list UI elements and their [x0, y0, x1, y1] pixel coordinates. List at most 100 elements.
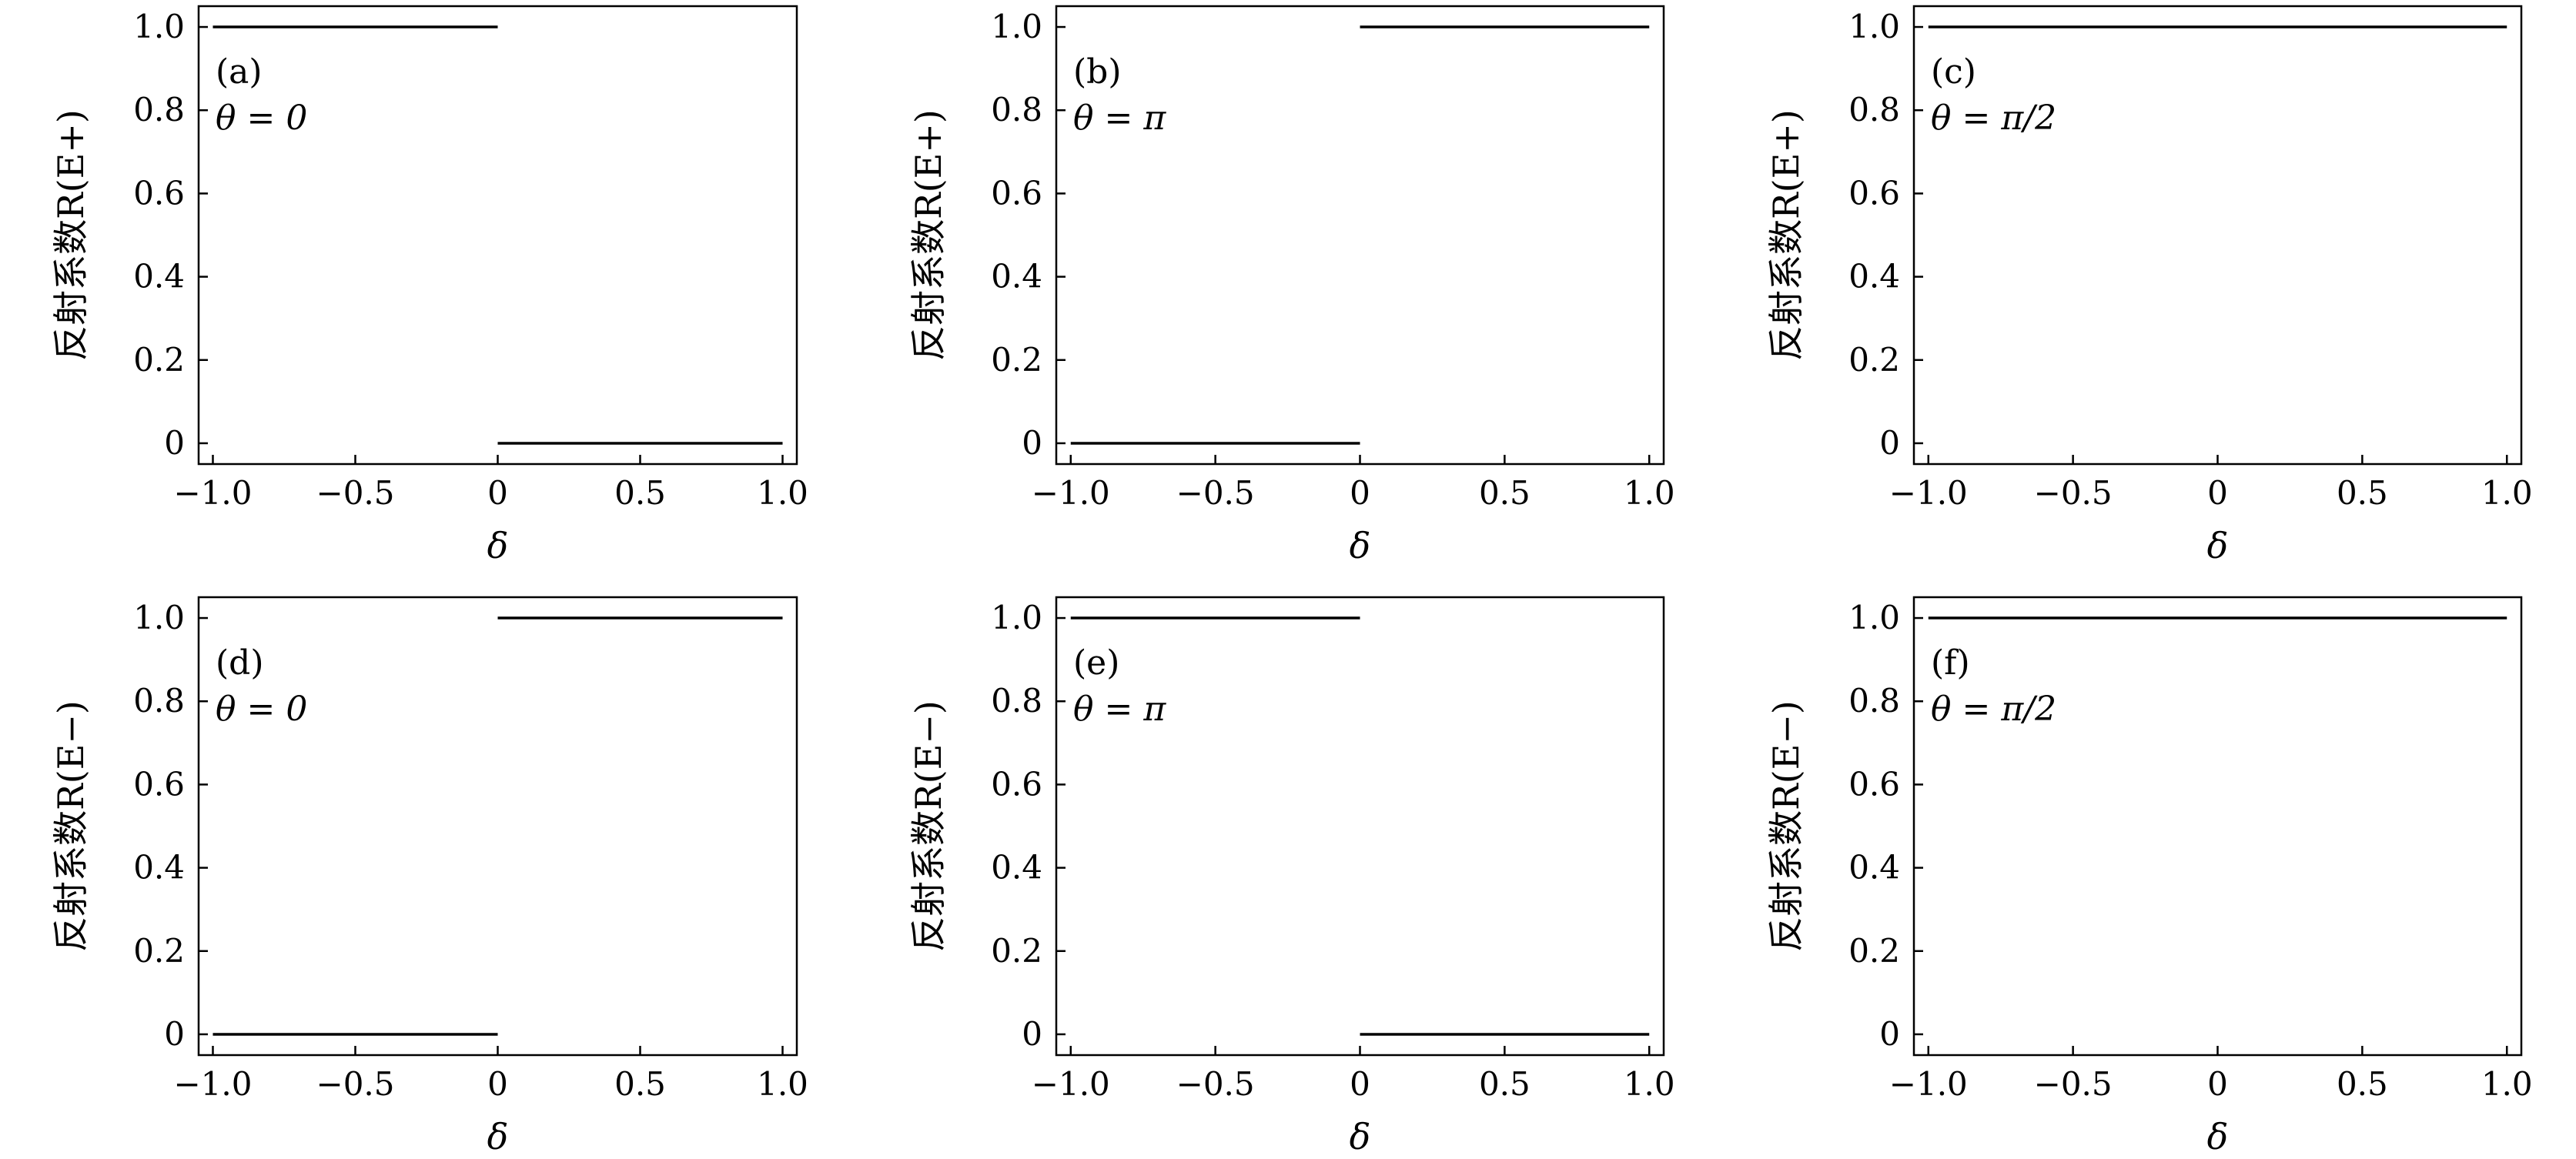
y-tick-label: 1.0: [991, 599, 1042, 636]
x-tick-label: −1.0: [174, 474, 253, 512]
y-tick-label: 0: [1879, 1015, 1900, 1053]
x-axis-label: δ: [1350, 525, 1371, 566]
y-tick-label: 0.6: [133, 765, 185, 803]
x-tick-label: −1.0: [1032, 1065, 1110, 1103]
y-tick-label: 0.8: [991, 682, 1042, 720]
y-tick-label: 0.2: [1848, 341, 1900, 379]
x-tick-label: 0: [487, 1065, 508, 1103]
chart-panel-6: −1.0 −0.5 0 0.5 1.0 0 0.2 0.4 0.6 0.8 1.0 (f) θ = π/…: [1765, 596, 2533, 1157]
x-tick-label: 0.5: [614, 1065, 666, 1103]
theta-annotation: θ = π/2: [1931, 690, 2056, 729]
x-tick-label: 1.0: [2481, 474, 2533, 512]
y-tick-label: 0.2: [991, 932, 1042, 970]
plot-frame: [197, 5, 798, 466]
x-tick-label: 0: [2207, 474, 2228, 512]
x-tick-label: 0.5: [1479, 1065, 1531, 1103]
y-tick-label: 0.4: [133, 258, 185, 296]
theta-annotation: θ = 0: [216, 690, 307, 729]
x-tick-label: −1.0: [1032, 474, 1110, 512]
y-tick-label: 0.4: [991, 849, 1042, 887]
y-axis-label: 反射系数R(E+): [1765, 109, 1807, 361]
panel-label: (b): [1073, 52, 1122, 92]
x-tick-label: −0.5: [2034, 474, 2113, 512]
x-tick-label: 0.5: [2337, 474, 2388, 512]
y-tick-label: 0: [164, 424, 185, 462]
x-tick-label: −0.5: [2034, 1065, 2113, 1103]
y-tick-label: 0.6: [991, 174, 1042, 212]
x-tick-label: 0: [2207, 1065, 2228, 1103]
panel-label: (f): [1931, 643, 1970, 683]
y-tick-label: 1.0: [991, 8, 1042, 45]
y-tick-label: 0.8: [133, 91, 185, 129]
panel-label: (e): [1073, 643, 1119, 683]
x-tick-label: 0.5: [614, 474, 666, 512]
theta-annotation: θ = π: [1073, 690, 1166, 729]
y-tick-label: 0.4: [133, 849, 185, 887]
plot-frame: [1055, 596, 1665, 1057]
y-tick-label: 1.0: [1848, 8, 1900, 45]
x-tick-label: 1.0: [757, 474, 808, 512]
x-axis-label: δ: [487, 1116, 509, 1157]
chart-panel-2: −1.0 −0.5 0 0.5 1.0 0 0.2 0.4 0.6 0.8 1.0 (b) θ = π δ…: [908, 5, 1675, 566]
x-axis-label: δ: [487, 525, 509, 566]
x-tick-label: 0: [1350, 474, 1370, 512]
y-axis-label: 反射系数R(E−): [908, 700, 949, 952]
x-tick-label: −1.0: [1889, 474, 1968, 512]
y-tick-label: 0.6: [991, 765, 1042, 803]
x-tick-label: −0.5: [316, 474, 395, 512]
y-tick-label: 0.6: [133, 174, 185, 212]
theta-annotation: θ = 0: [216, 99, 307, 138]
plot-frame: [1912, 5, 2523, 466]
theta-annotation: θ = π: [1073, 99, 1166, 138]
x-tick-label: 0: [487, 474, 508, 512]
panel-label: (c): [1931, 52, 1976, 92]
y-tick-label: 0: [1879, 424, 1900, 462]
x-tick-label: −0.5: [1176, 474, 1255, 512]
y-tick-label: 0: [1022, 424, 1042, 462]
y-axis-label: 反射系数R(E−): [50, 700, 92, 952]
y-tick-label: 0.2: [1848, 932, 1900, 970]
y-tick-label: 0.4: [1848, 849, 1900, 887]
y-tick-label: 0.6: [1848, 765, 1900, 803]
x-tick-label: −0.5: [1176, 1065, 1255, 1103]
y-tick-label: 0.2: [991, 341, 1042, 379]
x-axis-label: δ: [2207, 1116, 2229, 1157]
y-axis-label: 反射系数R(E+): [908, 109, 949, 361]
plot-frame: [197, 596, 798, 1057]
y-tick-label: 0.4: [1848, 258, 1900, 296]
y-tick-label: 0.2: [133, 341, 185, 379]
x-tick-label: −0.5: [316, 1065, 395, 1103]
y-tick-label: 0: [164, 1015, 185, 1053]
panel-label: (d): [216, 643, 264, 683]
x-tick-label: 1.0: [1624, 474, 1675, 512]
y-axis-label: 反射系数R(E+): [50, 109, 92, 361]
x-tick-label: −1.0: [1889, 1065, 1968, 1103]
y-tick-label: 1.0: [133, 8, 185, 45]
y-tick-label: 1.0: [133, 599, 185, 636]
y-axis-label: 反射系数R(E−): [1765, 700, 1807, 952]
x-tick-label: 1.0: [2481, 1065, 2533, 1103]
y-tick-label: 0.8: [991, 91, 1042, 129]
chart-panel-5: −1.0 −0.5 0 0.5 1.0 0 0.2 0.4 0.6 0.8 1.0 (e) θ = π δ…: [908, 596, 1675, 1157]
x-tick-label: 1.0: [1624, 1065, 1675, 1103]
chart-panel-3: −1.0 −0.5 0 0.5 1.0 0 0.2 0.4 0.6 0.8 1.0 (c) θ = π/…: [1765, 5, 2533, 566]
x-tick-label: 0: [1350, 1065, 1370, 1103]
y-tick-label: 0.6: [1848, 174, 1900, 212]
x-tick-label: −1.0: [174, 1065, 253, 1103]
plot-frame: [1055, 5, 1665, 466]
plot-frame: [1912, 596, 2523, 1057]
y-tick-label: 1.0: [1848, 599, 1900, 636]
x-axis-label: δ: [2207, 525, 2229, 566]
y-tick-label: 0.8: [1848, 91, 1900, 129]
y-tick-label: 0.2: [133, 932, 185, 970]
theta-annotation: θ = π/2: [1931, 99, 2056, 138]
x-tick-label: 1.0: [757, 1065, 808, 1103]
x-tick-label: 0.5: [1479, 474, 1531, 512]
x-tick-label: 0.5: [2337, 1065, 2388, 1103]
chart-panel-1: −1.0 −0.5 0 0.5 1.0 0 0.2 0.4 0.6 0.8 1.0 (a) θ = 0 δ…: [50, 5, 808, 566]
y-tick-label: 0: [1022, 1015, 1042, 1053]
y-tick-label: 0.8: [1848, 682, 1900, 720]
panel-label: (a): [216, 52, 263, 92]
y-tick-label: 0.8: [133, 682, 185, 720]
